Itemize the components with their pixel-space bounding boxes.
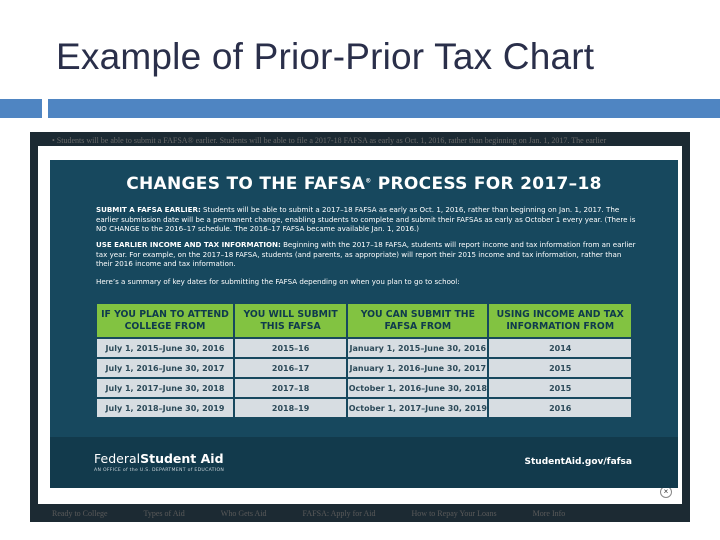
registered-mark: ® [365,177,372,185]
column-header: YOU WILL SUBMIT THIS FAFSA [234,304,347,337]
table-cell: July 1, 2016–June 30, 2017 [97,359,233,377]
logo-text: Federal [94,451,141,466]
table-cell: 2015 [489,359,631,377]
title-accent-bar-right [48,99,720,118]
background-footer-links: Ready to College Types of Aid Who Gets A… [30,504,690,522]
key-dates-table: IF YOU PLAN TO ATTEND COLLEGE FROM YOU W… [95,302,633,419]
fafsa-infographic: CHANGES TO THE FAFSA® PROCESS FOR 2017–1… [50,160,678,488]
table-row: July 1, 2018–June 30, 2019 2018–19 Octob… [97,399,631,417]
table-cell: January 1, 2016–June 30, 2017 [348,359,488,377]
infographic-heading: CHANGES TO THE FAFSA® PROCESS FOR 2017–1… [50,174,678,194]
paragraph-body: Beginning with the 2017–18 FAFSA, studen… [96,240,636,268]
table-cell: 2015–16 [234,339,347,357]
slide-title: Example of Prior-Prior Tax Chart [56,36,595,77]
column-header: YOU CAN SUBMIT THE FAFSA FROM [348,304,488,337]
infographic-footer: FederalStudent Aid AN OFFICE of the U.S.… [50,437,678,488]
column-header: USING INCOME AND TAX INFORMATION FROM [489,304,631,337]
table-cell: 2016–17 [234,359,347,377]
table-header-row: IF YOU PLAN TO ATTEND COLLEGE FROM YOU W… [97,304,631,337]
table-cell: October 1, 2016–June 30, 2018 [348,379,488,397]
logo-text: Student Aid [140,451,224,466]
footer-link[interactable]: Types of Aid [143,508,185,518]
table-row: July 1, 2015–June 30, 2016 2015–16 Janua… [97,339,631,357]
paragraph-lead: SUBMIT A FAFSA EARLIER: [96,205,201,214]
paragraph-body: Students will be able to submit a 2017–1… [96,205,636,233]
close-icon[interactable]: × [660,486,672,498]
table-cell: 2016 [489,399,631,417]
footer-link[interactable]: How to Repay Your Loans [411,508,497,518]
table-cell: 2014 [489,339,631,357]
title-accent-bar-left [0,99,42,118]
table-cell: January 1, 2015–June 30, 2016 [348,339,488,357]
background-page-text: • Students will be able to submit a FAFS… [52,136,607,145]
footer-link[interactable]: Ready to College [52,508,108,518]
submit-earlier-paragraph: SUBMIT A FAFSA EARLIER: Students will be… [96,205,636,234]
table-row: July 1, 2017–June 30, 2018 2017–18 Octob… [97,379,631,397]
table-row: July 1, 2016–June 30, 2017 2016–17 Janua… [97,359,631,377]
website-url[interactable]: StudentAid.gov/fafsa [524,457,632,467]
table-cell: July 1, 2018–June 30, 2019 [97,399,233,417]
logo-subtitle: AN OFFICE of the U.S. DEPARTMENT of EDUC… [94,468,225,473]
table-cell: July 1, 2017–June 30, 2018 [97,379,233,397]
table-cell: 2018–19 [234,399,347,417]
paragraph-lead: USE EARLIER INCOME AND TAX INFORMATION: [96,240,281,249]
footer-link[interactable]: Who Gets Aid [220,508,267,518]
summary-intro: Here’s a summary of key dates for submit… [96,277,460,286]
footer-link[interactable]: More Info [532,508,566,518]
heading-part: PROCESS FOR 2017–18 [371,174,602,194]
table-cell: 2015 [489,379,631,397]
table-cell: 2017–18 [234,379,347,397]
federal-student-aid-logo: FederalStudent Aid [94,451,224,466]
table-cell: July 1, 2015–June 30, 2016 [97,339,233,357]
heading-part: CHANGES TO THE FAFSA [126,174,366,194]
table-cell: October 1, 2017–June 30, 2019 [348,399,488,417]
column-header: IF YOU PLAN TO ATTEND COLLEGE FROM [97,304,233,337]
footer-link[interactable]: FAFSA: Apply for Aid [302,508,376,518]
earlier-income-paragraph: USE EARLIER INCOME AND TAX INFORMATION: … [96,240,636,269]
